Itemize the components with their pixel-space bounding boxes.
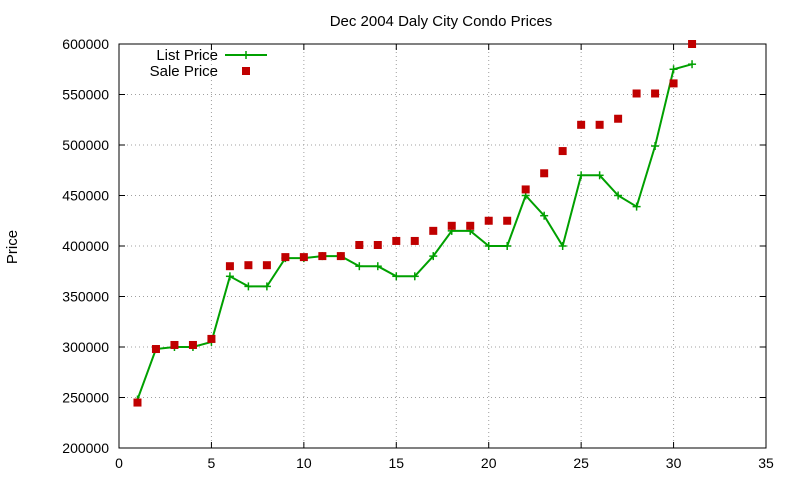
list-price-point [410, 272, 419, 281]
sale-price-point [484, 216, 493, 225]
x-tick-label: 35 [758, 455, 774, 471]
list-price-point [262, 282, 271, 291]
sale-price-point [521, 185, 530, 194]
sale-price-point [614, 114, 623, 123]
x-tick-label: 25 [573, 455, 589, 471]
y-tick-label: 500000 [62, 137, 109, 153]
list-price-point [669, 65, 678, 74]
series-list-price [133, 60, 697, 404]
plot-frame [118, 43, 767, 449]
sale-price-point [688, 40, 697, 48]
sale-price-point [244, 261, 253, 270]
sale-price-point [466, 221, 475, 230]
x-tick-label: 5 [208, 455, 216, 471]
list-price-point [595, 171, 604, 180]
y-tick-label: 600000 [62, 36, 109, 52]
legend-square-marker [242, 67, 250, 75]
sale-price-point [225, 262, 234, 271]
list-price-point [484, 242, 493, 250]
list-price-point [688, 60, 697, 69]
sale-price-point [207, 334, 216, 343]
list-price-point [392, 272, 401, 281]
sale-price-point [170, 340, 179, 349]
y-tick-label: 550000 [62, 87, 109, 103]
sale-price-point [651, 89, 660, 98]
list-price-point [429, 252, 438, 261]
sale-price-point [410, 236, 419, 245]
y-tick-label: 200000 [62, 440, 109, 456]
sale-price-point [262, 261, 271, 270]
list-price-point [614, 191, 623, 200]
axis-ticks: 0 5 10 15 20 25 30 35 200000 250000 300000 350000 40… [62, 36, 774, 471]
list-price-point [577, 171, 586, 180]
legend-label: Sale Price [150, 63, 218, 80]
sale-price-point [151, 345, 160, 354]
list-price-point [355, 262, 364, 271]
sale-price-point [558, 147, 567, 156]
sale-price-point [299, 253, 308, 262]
x-tick-label: 20 [481, 455, 497, 471]
x-tick-label: 0 [115, 455, 123, 471]
x-tick-label: 15 [388, 455, 404, 471]
y-tick-label: 300000 [62, 339, 109, 355]
list-price-point [632, 202, 641, 211]
list-price-point [651, 142, 660, 151]
sale-price-point [669, 79, 678, 88]
sale-price-point [429, 226, 438, 235]
list-price-point [244, 282, 253, 291]
y-tick-label: 450000 [62, 188, 109, 204]
sale-price-point [355, 240, 364, 249]
sale-price-point [540, 169, 549, 178]
y-tick-label: 400000 [62, 238, 109, 254]
x-tick-label: 10 [296, 455, 312, 471]
list-price-point [540, 211, 549, 220]
grid-lines [119, 44, 766, 448]
y-tick-label: 250000 [62, 390, 109, 406]
sale-price-point [447, 221, 456, 230]
sale-price-point [188, 340, 197, 349]
sale-price-point [318, 252, 327, 261]
sale-price-point [577, 120, 586, 129]
legend-label: List Price [156, 47, 218, 64]
series-layer [133, 40, 697, 407]
sale-price-point [373, 240, 382, 249]
sale-price-point [503, 216, 512, 225]
sale-price-point [392, 236, 401, 245]
sale-price-point [632, 89, 641, 98]
x-tick-label: 30 [666, 455, 682, 471]
sale-price-point [133, 398, 142, 407]
legend-plus-marker [242, 51, 250, 59]
list-price-point [373, 262, 382, 271]
list-price-point [558, 242, 567, 250]
list-price-point [225, 272, 234, 281]
list-price-line [136, 63, 693, 400]
chart-title: Dec 2004 Daly City Condo Prices [330, 13, 553, 30]
sale-price-point [336, 252, 345, 261]
y-tick-label: 350000 [62, 289, 109, 305]
y-axis-label: Price [4, 230, 21, 264]
sale-price-point [281, 253, 290, 262]
sale-price-point [595, 120, 604, 129]
list-price-point [503, 242, 512, 250]
series-sale-price [133, 40, 697, 407]
